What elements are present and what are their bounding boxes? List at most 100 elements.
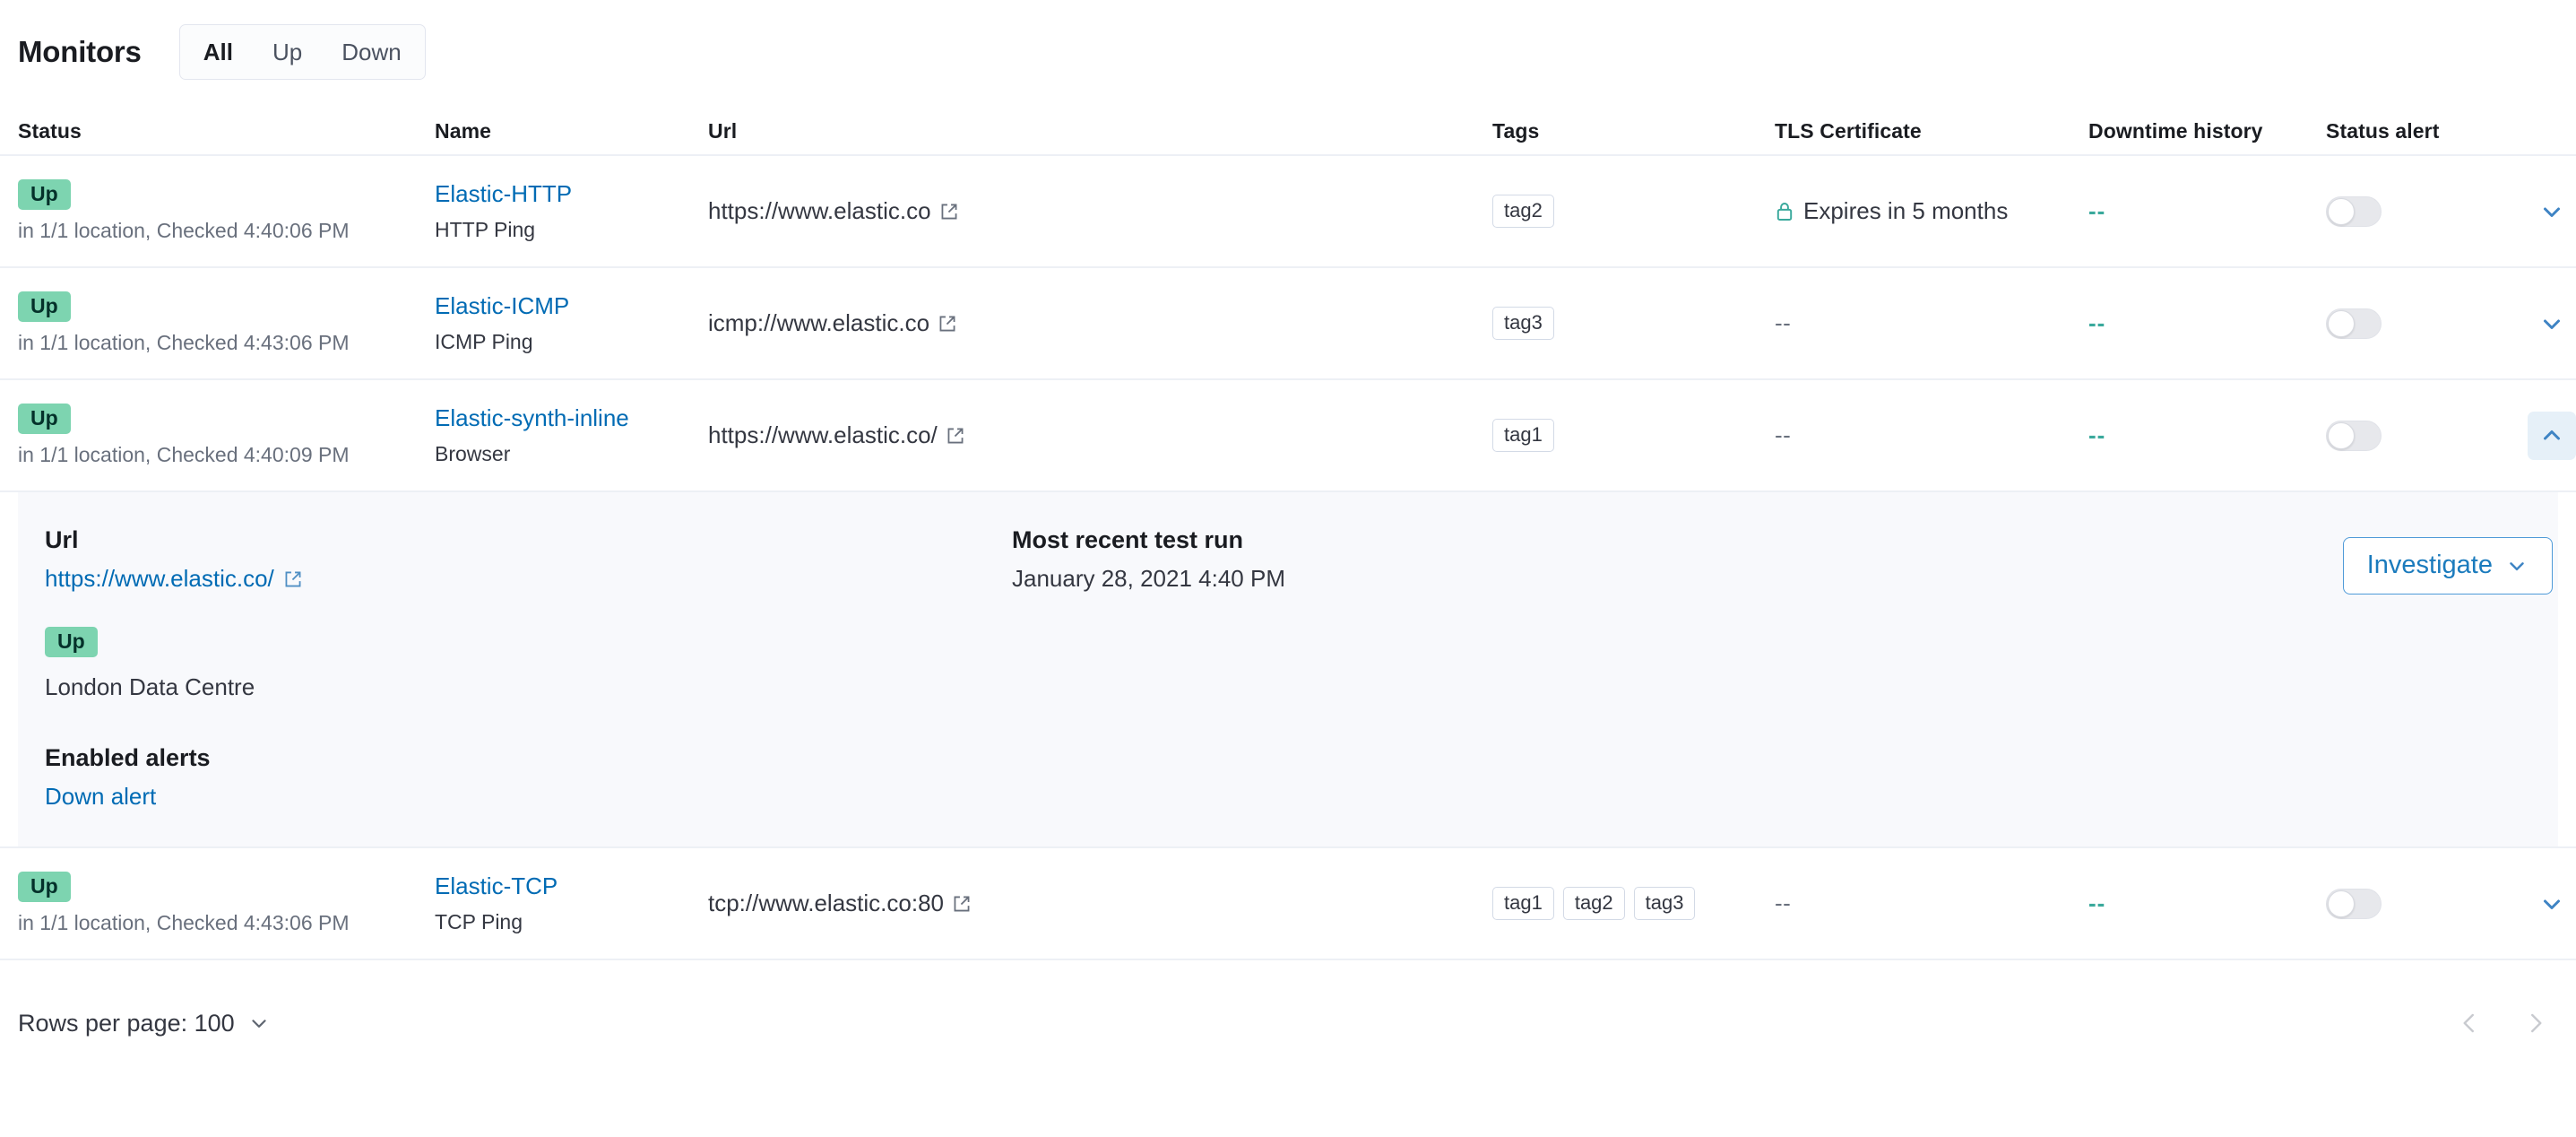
external-link-icon <box>283 569 303 589</box>
cell-status: Up in 1/1 location, Checked 4:43:06 PM <box>18 872 435 935</box>
cell-tls: -- <box>1775 890 2088 917</box>
cell-expand <box>2487 880 2576 928</box>
tag-chip[interactable]: tag2 <box>1562 886 1625 921</box>
status-filter-group[interactable]: All Up Down <box>178 24 426 80</box>
detail-url-link[interactable]: https://www.elastic.co/ <box>45 565 303 593</box>
chevron-down-icon <box>2505 554 2528 577</box>
detail-left-column: Url https://www.elastic.co/ Up London Da… <box>18 517 999 811</box>
chevron-down-icon <box>2538 890 2565 917</box>
expand-row-button[interactable] <box>2528 187 2576 236</box>
tag-chip[interactable]: tag1 <box>1492 886 1554 921</box>
cell-name: Elastic-synth-inline Browser <box>435 404 708 466</box>
column-header-url: Url <box>708 119 738 143</box>
chevron-down-icon <box>247 1011 271 1035</box>
cell-expand <box>2487 411 2576 460</box>
table-row[interactable]: Up in 1/1 location, Checked 4:43:06 PM E… <box>0 268 2576 380</box>
column-header-tls: TLS Certificate <box>1775 119 1922 143</box>
downtime-history-value: -- <box>2088 890 2106 916</box>
cell-tags: tag2 <box>1492 194 1775 229</box>
expand-row-button[interactable] <box>2528 299 2576 348</box>
chevron-down-icon <box>2538 198 2565 225</box>
cell-url: https://www.elastic.co/ <box>708 421 1492 449</box>
chevron-up-icon <box>2538 422 2565 449</box>
detail-alerts-heading: Enabled alerts <box>45 744 211 771</box>
cell-status-alert <box>2326 420 2487 451</box>
cell-downtime: -- <box>2088 421 2326 449</box>
status-alert-toggle[interactable] <box>2326 195 2382 227</box>
cell-status-alert <box>2326 308 2487 339</box>
detail-recent-run-value: January 28, 2021 4:40 PM <box>1012 565 1285 592</box>
monitor-url[interactable]: https://www.elastic.co/ <box>708 421 1492 449</box>
status-alert-toggle[interactable] <box>2326 420 2382 451</box>
cell-status: Up in 1/1 location, Checked 4:43:06 PM <box>18 291 435 355</box>
downtime-history-value: -- <box>2088 309 2106 336</box>
external-link-icon <box>952 894 972 914</box>
cell-tags: tag1 <box>1492 418 1775 453</box>
toggle-knob <box>2328 890 2355 917</box>
cell-tags: tag3 <box>1492 306 1775 341</box>
monitor-url-text: icmp://www.elastic.co <box>708 309 930 336</box>
rows-per-page-select[interactable]: Rows per page: 100 <box>18 1010 271 1037</box>
tag-chip[interactable]: tag3 <box>1633 886 1696 921</box>
column-header-downtime: Downtime history <box>2088 119 2263 143</box>
table-row[interactable]: Up in 1/1 location, Checked 4:40:09 PM E… <box>0 380 2576 492</box>
external-link-icon <box>939 202 959 221</box>
status-alert-toggle[interactable] <box>2326 308 2382 339</box>
detail-middle-column: Most recent test run January 28, 2021 4:… <box>999 517 2182 811</box>
expand-row-button[interactable] <box>2528 880 2576 928</box>
cell-tls: Expires in 5 months <box>1775 197 2088 225</box>
tag-chip[interactable]: tag1 <box>1492 418 1554 453</box>
monitor-url[interactable]: tcp://www.elastic.co:80 <box>708 890 1492 917</box>
collapse-row-button[interactable] <box>2528 411 2576 460</box>
next-page-button[interactable] <box>2522 1010 2549 1037</box>
monitor-name-link[interactable]: Elastic-synth-inline <box>435 404 629 431</box>
status-alert-toggle[interactable] <box>2326 888 2382 919</box>
tls-expiry-text: -- <box>1775 309 1792 336</box>
chevron-down-icon <box>2538 310 2565 337</box>
cell-downtime: -- <box>2088 890 2326 917</box>
table-row[interactable]: Up in 1/1 location, Checked 4:40:06 PM E… <box>0 156 2576 268</box>
table-row[interactable]: Up in 1/1 location, Checked 4:43:06 PM E… <box>0 848 2576 960</box>
monitor-url[interactable]: https://www.elastic.co <box>708 197 1492 225</box>
investigate-button[interactable]: Investigate <box>2342 537 2553 595</box>
tls-expiry-text: -- <box>1775 421 1792 448</box>
column-header-name: Name <box>435 119 492 143</box>
monitor-url-text: tcp://www.elastic.co:80 <box>708 890 944 916</box>
tls-expiry-text: Expires in 5 months <box>1803 197 2009 224</box>
status-subtext: in 1/1 location, Checked 4:43:06 PM <box>18 331 350 354</box>
cell-status-alert <box>2326 888 2487 919</box>
investigate-label: Investigate <box>2366 551 2493 579</box>
cell-status: Up in 1/1 location, Checked 4:40:09 PM <box>18 404 435 467</box>
rows-per-page-label: Rows per page: 100 <box>18 1009 235 1037</box>
cell-name: Elastic-ICMP ICMP Ping <box>435 292 708 354</box>
monitor-name-link[interactable]: Elastic-ICMP <box>435 292 570 319</box>
monitor-type: Browser <box>435 442 511 465</box>
cell-tls: -- <box>1775 421 2088 449</box>
tag-chip[interactable]: tag3 <box>1492 306 1554 341</box>
detail-location: London Data Centre <box>45 673 255 700</box>
filter-all[interactable]: All <box>184 24 253 80</box>
monitor-name-link[interactable]: Elastic-HTTP <box>435 180 573 207</box>
monitor-detail-panel: Url https://www.elastic.co/ Up London Da… <box>18 492 2558 846</box>
column-header-tags: Tags <box>1492 119 1540 143</box>
filter-down[interactable]: Down <box>322 24 420 80</box>
detail-url-text: https://www.elastic.co/ <box>45 565 274 592</box>
monitor-url[interactable]: icmp://www.elastic.co <box>708 309 1492 337</box>
cell-status-alert <box>2326 195 2487 227</box>
column-header-status: Status <box>18 119 82 143</box>
status-subtext: in 1/1 location, Checked 4:40:09 PM <box>18 443 350 466</box>
table-header-row: Status Name Url Tags TLS Certificate Dow… <box>0 104 2576 156</box>
tag-chip[interactable]: tag2 <box>1492 194 1554 229</box>
downtime-history-value: -- <box>2088 197 2106 224</box>
status-subtext: in 1/1 location, Checked 4:43:06 PM <box>18 911 350 934</box>
pagination <box>2456 1010 2549 1037</box>
downtime-history-value: -- <box>2088 421 2106 448</box>
toggle-knob <box>2328 309 2355 337</box>
expanded-detail-row: Url https://www.elastic.co/ Up London Da… <box>0 492 2576 848</box>
monitors-table: Status Name Url Tags TLS Certificate Dow… <box>0 104 2576 960</box>
status-badge: Up <box>18 404 71 434</box>
detail-alert-link[interactable]: Down alert <box>45 783 157 810</box>
previous-page-button[interactable] <box>2456 1010 2483 1037</box>
filter-up[interactable]: Up <box>253 24 322 80</box>
monitor-name-link[interactable]: Elastic-TCP <box>435 872 558 899</box>
